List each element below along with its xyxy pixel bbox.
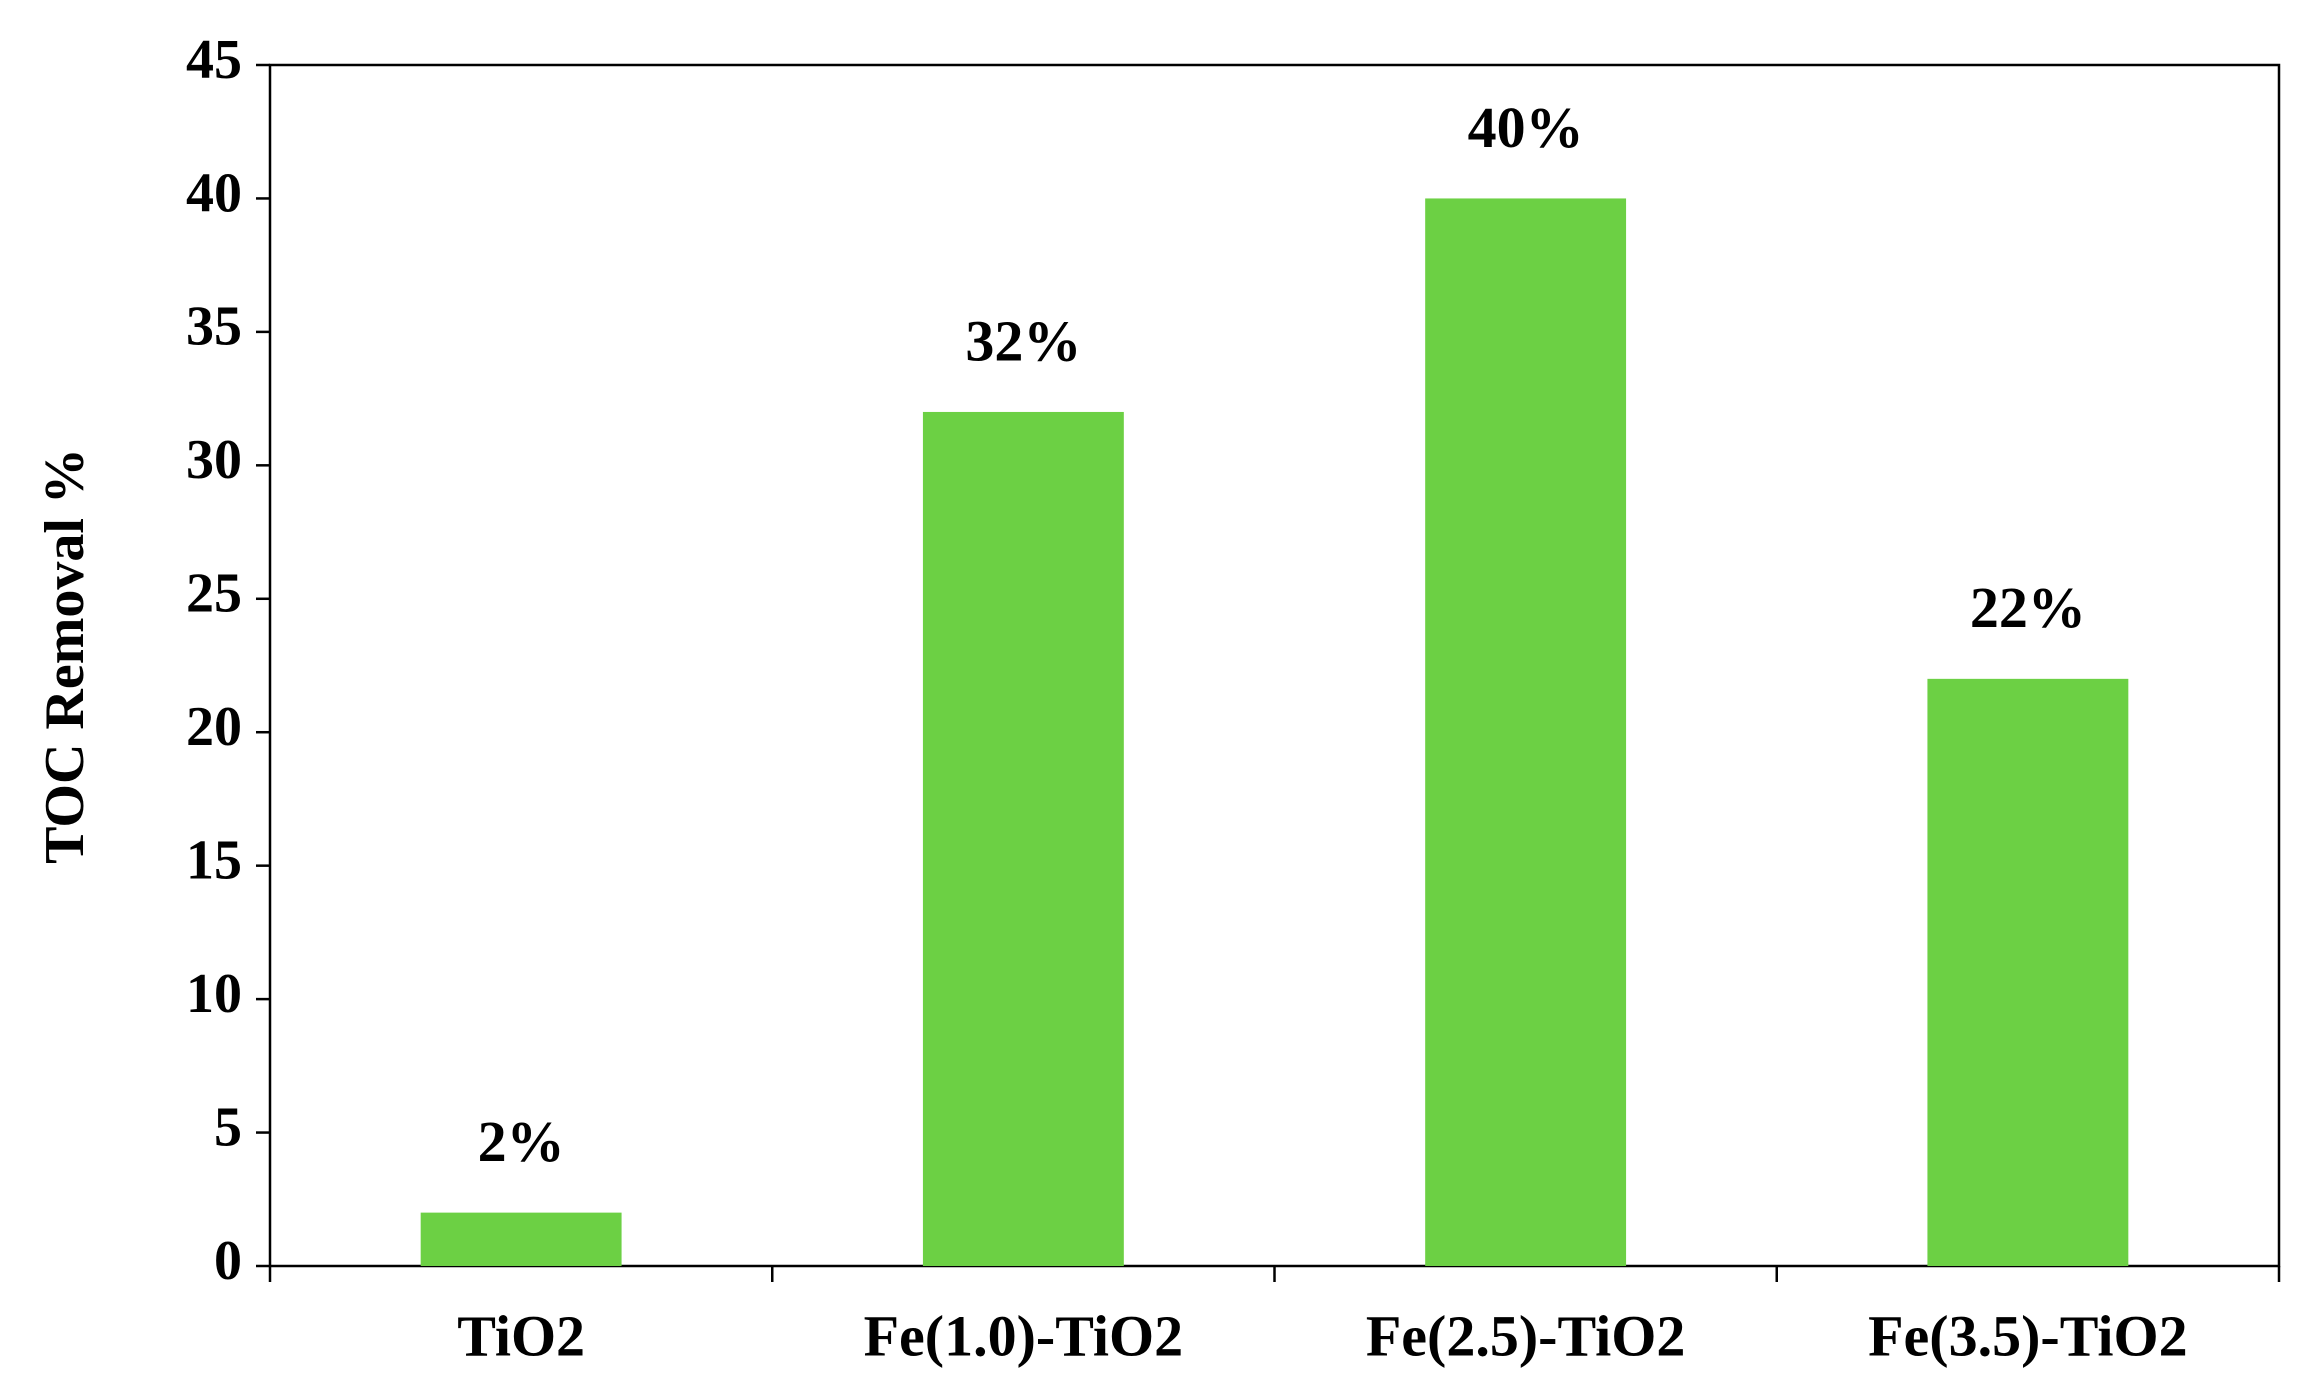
data-label: 22%: [1970, 575, 2086, 640]
y-tick-label: 0: [214, 1230, 242, 1292]
data-label: 32%: [965, 308, 1081, 373]
x-tick-label: Fe(1.0)-TiO2: [864, 1303, 1183, 1368]
y-tick-label: 15: [186, 830, 242, 892]
data-label: 40%: [1468, 95, 1584, 160]
y-tick-label: 40: [186, 162, 242, 224]
y-tick-label: 45: [186, 29, 242, 91]
bar: [420, 1212, 622, 1266]
y-axis-label: TOC Removal %: [34, 448, 96, 864]
y-tick-label: 30: [186, 429, 242, 491]
x-tick-label: Fe(2.5)-TiO2: [1366, 1303, 1685, 1368]
y-tick-label: 5: [214, 1096, 242, 1158]
y-tick-label: 10: [186, 963, 242, 1025]
x-tick-label: TiO2: [457, 1303, 585, 1368]
y-tick-label: 35: [186, 296, 242, 358]
y-tick-label: 25: [186, 563, 242, 625]
bar: [1425, 198, 1627, 1266]
bar: [922, 411, 1124, 1266]
data-label: 2%: [478, 1109, 565, 1174]
x-tick-label: Fe(3.5)-TiO2: [1868, 1303, 2187, 1368]
bar: [1927, 678, 2129, 1266]
y-tick-label: 20: [186, 696, 242, 758]
